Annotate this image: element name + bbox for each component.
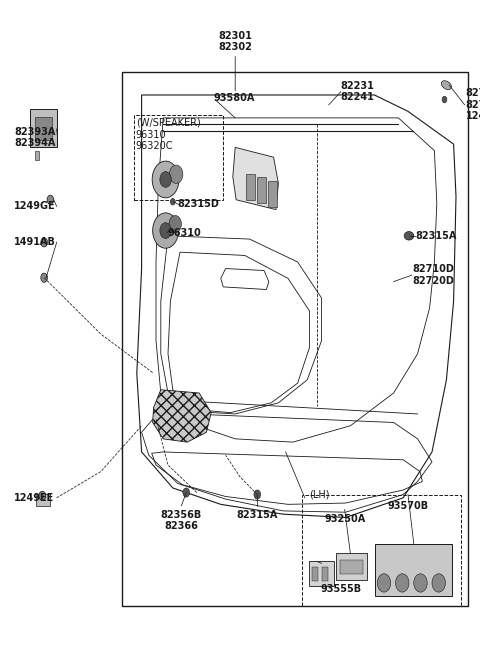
Circle shape [160,172,171,187]
Text: 93580A: 93580A [214,93,255,103]
Text: (LH): (LH) [310,489,330,499]
Bar [30,109,57,147]
Circle shape [41,273,48,282]
Bar [268,181,276,207]
Bar [309,561,334,586]
Bar [302,495,461,606]
Bar [35,151,39,160]
Bar [36,494,50,506]
Text: 1249EE: 1249EE [14,493,55,503]
Circle shape [39,491,46,500]
Text: 82393A
82394A: 82393A 82394A [14,127,56,148]
Text: 82315D: 82315D [178,199,219,210]
Ellipse shape [441,81,452,90]
Circle shape [442,96,447,103]
Text: 93250A: 93250A [324,514,365,524]
Text: 82315A: 82315A [237,510,278,519]
Polygon shape [233,147,278,210]
Bar [336,553,367,580]
Ellipse shape [404,232,414,240]
Circle shape [47,195,54,204]
Text: 82710D
82720D: 82710D 82720D [413,265,455,286]
Circle shape [183,488,190,497]
Circle shape [160,223,171,238]
Bar [35,117,52,140]
Circle shape [169,215,181,233]
Text: 93555B: 93555B [321,584,362,595]
Text: 93570B: 93570B [387,501,429,511]
Circle shape [432,574,445,592]
Text: 82714D
82724
1249GE: 82714D 82724 1249GE [466,88,480,121]
Bar [340,560,363,574]
Text: 82315A: 82315A [415,231,456,241]
Circle shape [169,165,183,183]
Bar [246,174,255,200]
Bar [375,544,452,596]
Circle shape [153,213,179,248]
Circle shape [414,574,427,592]
Text: 1249GE: 1249GE [14,201,56,212]
Text: 96310: 96310 [168,227,202,238]
Circle shape [41,238,48,247]
Bar [312,567,318,581]
Text: 82356B
82366: 82356B 82366 [161,510,202,531]
Circle shape [254,490,261,499]
Bar [134,115,223,200]
Text: (W/SPEAKER)
96310
96320C: (W/SPEAKER) 96310 96320C [136,118,201,151]
Polygon shape [153,390,211,442]
Circle shape [152,161,179,198]
Circle shape [396,574,409,592]
Bar [257,177,266,203]
Text: 1491AB: 1491AB [14,237,56,248]
Circle shape [170,198,175,205]
Bar [122,72,468,606]
Bar [322,567,328,581]
Text: 82301
82302: 82301 82302 [218,31,252,52]
Text: 82231
82241: 82231 82241 [341,81,375,102]
Circle shape [377,574,391,592]
